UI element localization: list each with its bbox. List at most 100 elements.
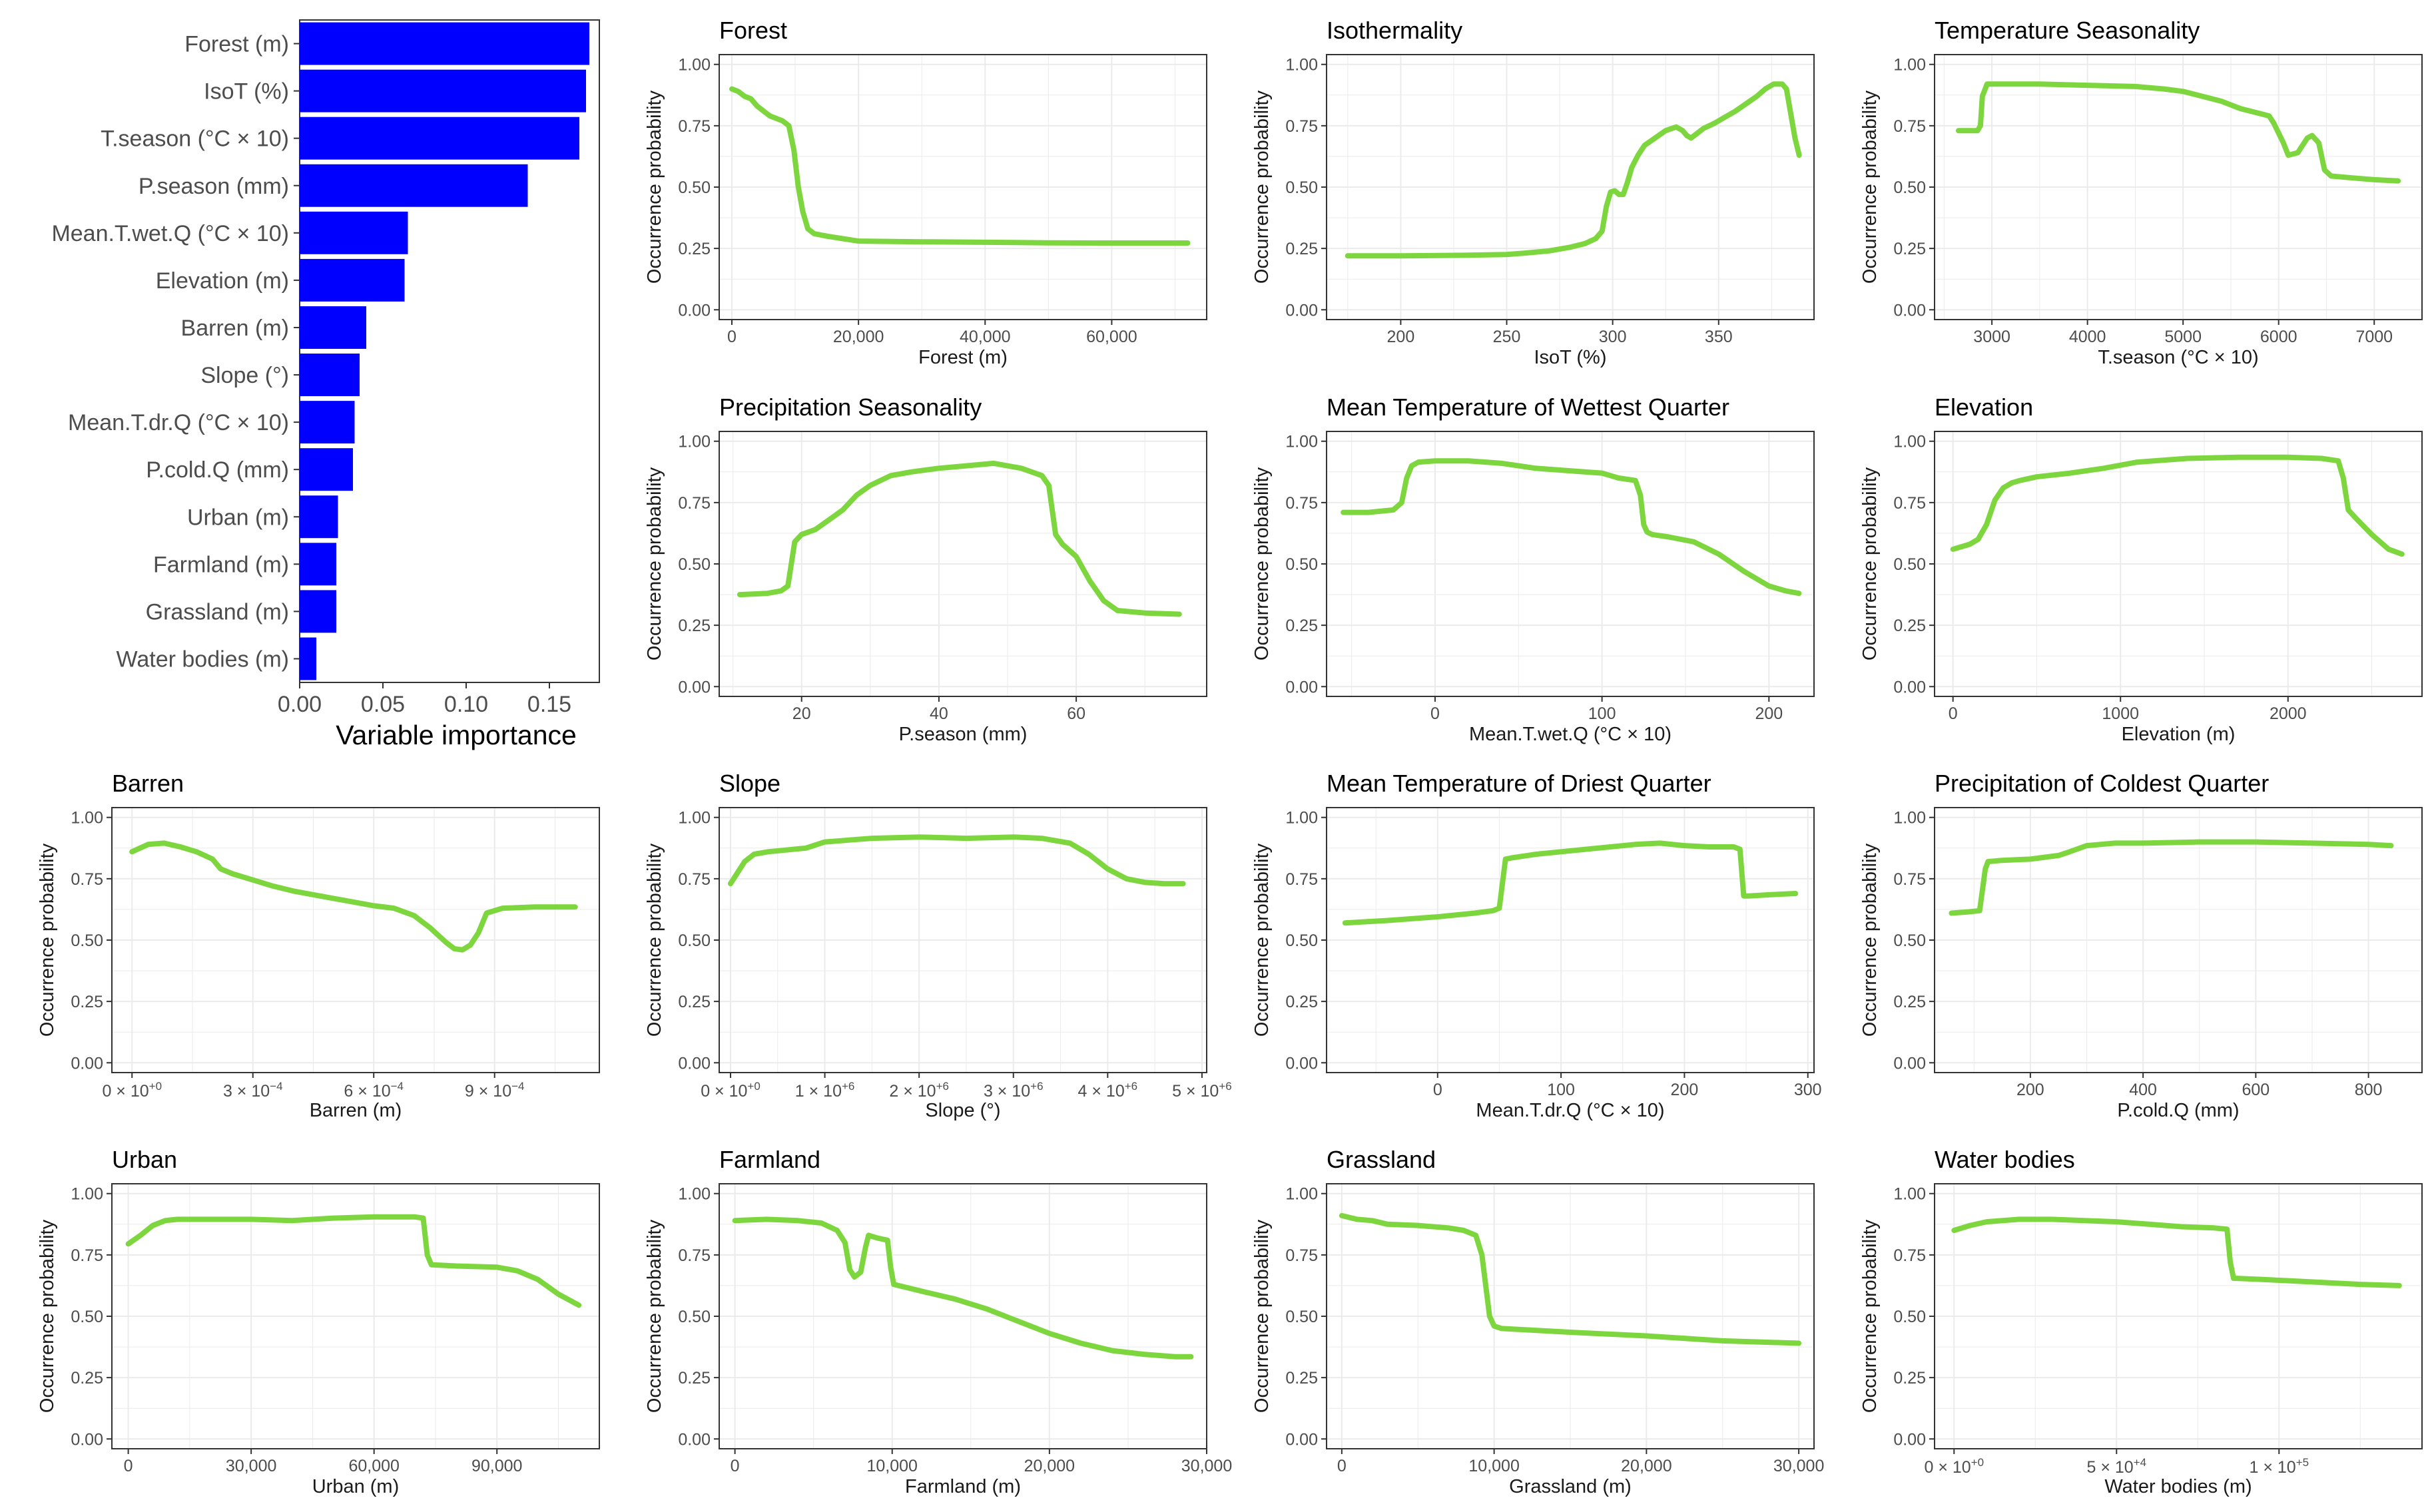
panel-title: Elevation xyxy=(1935,393,2033,421)
y-tick-label: 0.25 xyxy=(1893,617,1926,635)
x-axis-title: Slope (°) xyxy=(925,1100,1000,1121)
y-tick-label: 0.00 xyxy=(1285,301,1318,320)
bar xyxy=(300,590,336,633)
x-axis-title: Mean.T.wet.Q (°C × 10) xyxy=(1469,724,1672,745)
y-tick-label: 0.50 xyxy=(71,1308,103,1326)
y-tick-label: 0.50 xyxy=(1893,931,1926,950)
x-tick-label: 3 × 10−4 xyxy=(223,1080,283,1101)
y-tick-label: 0.25 xyxy=(1285,993,1318,1011)
x-tick-label: 0.10 xyxy=(444,692,488,717)
x-tick-label: 0 xyxy=(1949,704,1958,723)
x-axis-title: IsoT (%) xyxy=(1534,347,1606,368)
x-tick-label: 60,000 xyxy=(348,1457,399,1475)
variable-importance-chart: Forest (m) IsoT (%) T.season (°C × 10) P.se… xyxy=(51,19,600,750)
bar-category-label: IsoT (%) xyxy=(204,79,289,105)
y-axis-title: Occurrence probability xyxy=(644,1219,665,1413)
x-tick-label: 30,000 xyxy=(1773,1457,1824,1475)
pdp-panel: 0.00 0.25 0.50 0.75 1.00 0 20,000 40,000 60,000 F… xyxy=(644,17,1207,368)
y-tick-label: 0.50 xyxy=(71,931,103,950)
x-tick-label: 200 xyxy=(1755,704,1783,723)
y-axis-title: Occurrence probability xyxy=(1859,467,1881,660)
bar-category-label: Farmland (m) xyxy=(153,552,289,577)
x-tick-label: 60,000 xyxy=(1086,328,1137,346)
x-tick-label: 2 × 10+6 xyxy=(889,1080,949,1101)
y-tick-label: 0.00 xyxy=(678,1054,711,1073)
y-tick-label: 0.25 xyxy=(1285,1369,1318,1387)
series-line xyxy=(1339,1212,1802,1346)
bar-category-label: Elevation (m) xyxy=(156,268,289,294)
x-tick-label: 0 xyxy=(727,328,737,346)
x-tick-mantissa: 1 × 10 xyxy=(795,1082,842,1101)
x-tick-label: 2000 xyxy=(2270,704,2307,723)
x-tick-label: 400 xyxy=(2129,1081,2157,1099)
pdp-panel: 0.00 0.25 0.50 0.75 1.00 0 × 10+0 5 × 10+4 1 × … xyxy=(1859,1146,2423,1497)
y-tick-label: 1.00 xyxy=(1893,433,1926,451)
series-line xyxy=(1949,839,2394,916)
x-tick-label: 9 × 10−4 xyxy=(465,1080,525,1101)
series-line xyxy=(1345,81,1802,259)
y-tick-label: 0.75 xyxy=(1285,117,1318,136)
bar xyxy=(300,211,408,254)
x-axis-title: P.season (mm) xyxy=(899,724,1028,745)
y-tick-label: 0.00 xyxy=(678,301,711,320)
y-tick-label: 0.50 xyxy=(1285,178,1318,197)
y-tick-label: 1.00 xyxy=(678,56,711,75)
pdp-panel: 0.00 0.25 0.50 0.75 1.00 0 100 200 Mean Temperat… xyxy=(1251,393,1815,745)
pdp-panel: 0.000.250.500.751.000 × 10+0 3 × 10−4 6 × … xyxy=(37,770,600,1121)
y-tick-label: 0.00 xyxy=(1893,1054,1926,1073)
series-line xyxy=(737,460,1182,617)
pdp-panel: 0.00 0.25 0.50 0.75 1.00 200 400 600 800 Precipit… xyxy=(1859,770,2423,1121)
y-tick-label: 0.75 xyxy=(1285,494,1318,513)
bar-category-label: Grassland (m) xyxy=(146,599,289,625)
x-tick-mantissa: 0 × 10 xyxy=(102,1082,149,1101)
x-tick-label: 250 xyxy=(1493,328,1521,346)
bar xyxy=(300,69,586,113)
x-tick-exponent: −4 xyxy=(511,1080,524,1093)
panel-title: Precipitation of Coldest Quarter xyxy=(1935,770,2269,797)
y-tick-label: 0.50 xyxy=(678,931,711,950)
y-tick-label: 0.75 xyxy=(71,870,103,889)
pdp-panel: 0.00 0.25 0.50 0.75 1.00 20 40 60 Precipitation … xyxy=(644,393,1207,745)
y-axis-title: Occurrence probability xyxy=(1859,90,1881,284)
x-axis-title: Elevation (m) xyxy=(2122,724,2236,745)
x-tick-mantissa: 1 × 10 xyxy=(2249,1458,2295,1477)
pdp-panel: 0.00 0.25 0.50 0.75 1.00 0 1000 2000 Elevation El… xyxy=(1859,393,2423,745)
y-tick-label: 1.00 xyxy=(1285,809,1318,828)
y-tick-label: 0.50 xyxy=(1285,931,1318,950)
x-tick-label: 0 × 10+0 xyxy=(1924,1456,1984,1477)
y-tick-label: 0.00 xyxy=(1893,1430,1926,1449)
panel-title: Slope xyxy=(719,770,780,797)
y-tick-label: 1.00 xyxy=(1893,56,1926,75)
y-tick-label: 0.50 xyxy=(1893,178,1926,197)
y-tick-label: 1.00 xyxy=(1285,1185,1318,1204)
pdp-panel: 0.00 0.25 0.50 0.75 1.00 200 250 300 350 Isotherm… xyxy=(1251,17,1815,368)
x-tick-label: 20,000 xyxy=(1621,1457,1672,1475)
bar-category-label: Water bodies (m) xyxy=(117,646,289,672)
x-tick-exponent: +0 xyxy=(149,1080,162,1093)
pdp-panel: 0.00 0.25 0.50 0.75 1.00 0 10,000 20,000 30,000 F… xyxy=(644,1146,1232,1497)
bar-category-label: Slope (°) xyxy=(200,363,289,388)
x-tick-label: 0 xyxy=(1433,1081,1442,1099)
x-tick-label: 200 xyxy=(1387,328,1415,346)
x-tick-label: 1 × 10+5 xyxy=(2249,1456,2309,1477)
x-tick-label: 6 × 10−4 xyxy=(344,1080,404,1101)
y-tick-label: 0.50 xyxy=(1285,1308,1318,1326)
y-tick-label: 0.00 xyxy=(1285,1430,1318,1449)
x-axis-title: Grassland (m) xyxy=(1509,1476,1632,1497)
x-tick-label: 4 × 10+6 xyxy=(1078,1080,1138,1101)
y-tick-label: 0.25 xyxy=(678,1369,711,1387)
x-tick-label: 0 xyxy=(1337,1457,1347,1475)
panel-title: Mean Temperature of Driest Quarter xyxy=(1327,770,1711,797)
y-tick-label: 0.25 xyxy=(1893,240,1926,258)
panel-title: Water bodies xyxy=(1935,1146,2075,1173)
x-axis-title: Farmland (m) xyxy=(905,1476,1021,1497)
x-tick-label: 40,000 xyxy=(960,328,1010,346)
bar xyxy=(300,306,366,349)
x-tick-label: 30,000 xyxy=(1181,1457,1232,1475)
panel-title: Isothermality xyxy=(1327,17,1462,44)
x-tick-exponent: +0 xyxy=(747,1080,760,1093)
pdp-panel: 0.00 0.25 0.50 0.75 1.00 0 30,000 60,000 90,000 U… xyxy=(37,1146,600,1497)
y-tick-label: 0.00 xyxy=(1893,301,1926,320)
y-tick-label: 0.75 xyxy=(1893,1246,1926,1265)
x-tick-label: 0 × 10+0 xyxy=(102,1080,162,1101)
